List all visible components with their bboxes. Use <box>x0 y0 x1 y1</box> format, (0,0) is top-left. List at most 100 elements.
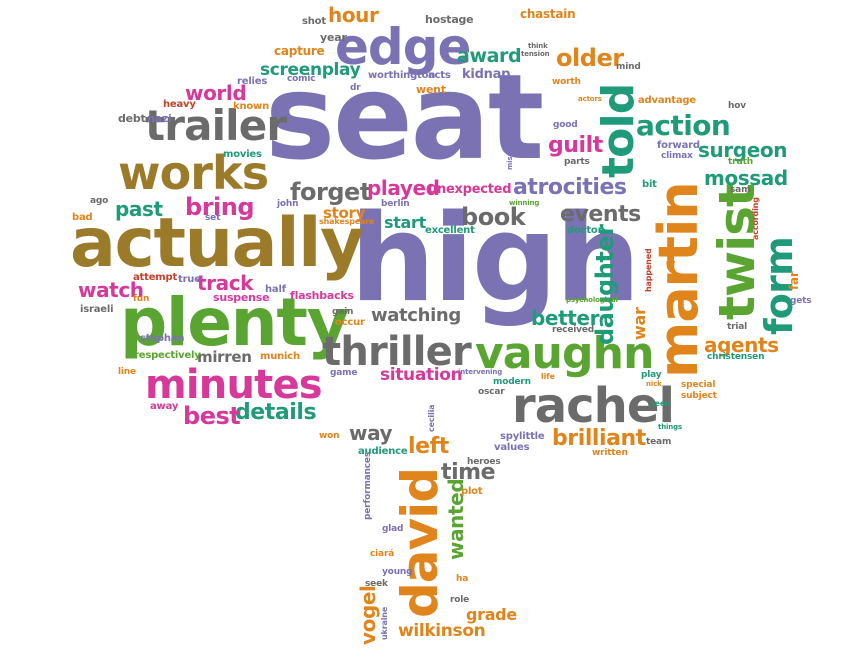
word-vaughn: vaughn <box>475 328 654 379</box>
word-mission: mission <box>506 140 514 170</box>
word-award: award <box>457 45 522 67</box>
word-edge: edge <box>335 18 471 76</box>
word-plenty: plenty <box>120 284 350 361</box>
word-values: values <box>494 442 530 453</box>
word-wilkinson: wilkinson <box>398 621 486 641</box>
word-tension: tension <box>521 50 550 58</box>
word-intervening: intervening <box>458 368 503 376</box>
word-time: time <box>441 460 496 485</box>
word-gain: gain <box>332 307 354 317</box>
word-think: think <box>528 42 548 50</box>
word-seen: seen <box>650 399 671 408</box>
word-far: far <box>787 271 801 290</box>
word-bit: bit <box>642 179 657 190</box>
word-gets: gets <box>790 296 812 306</box>
word-set: set <box>205 213 221 223</box>
word-suspense: suspense <box>213 291 270 304</box>
word-sam: sam <box>730 185 751 195</box>
word-audience: audience <box>358 446 408 457</box>
word-situation: situation <box>380 365 463 385</box>
word-relies: relies <box>237 76 268 87</box>
word-minutes: minutes <box>145 362 323 408</box>
word-action: action <box>636 109 731 142</box>
word-watching: watching <box>371 305 461 326</box>
word-past: past <box>115 197 163 221</box>
word-written: written <box>592 448 628 458</box>
word-according: according <box>751 197 760 240</box>
word-trial: trial <box>727 322 748 332</box>
word-glad: glad <box>382 524 404 534</box>
word-capture: capture <box>274 44 325 58</box>
word-brilliant: brilliant <box>552 426 646 451</box>
word-seat: seat <box>265 48 544 186</box>
word-modern: modern <box>493 377 531 387</box>
word-events: events <box>560 202 641 227</box>
word-atrocities: atrocities <box>513 175 627 200</box>
word-start: start <box>384 213 426 232</box>
word-truth: truth <box>728 157 753 167</box>
word-received: received <box>552 325 595 335</box>
word-occur: occur <box>335 317 365 328</box>
word-story: story <box>323 204 366 222</box>
word-plot: plot <box>461 486 483 497</box>
word-book: book <box>461 203 526 231</box>
word-play: play <box>641 370 662 380</box>
word-unexpected: unexpected <box>428 182 512 197</box>
word-heroes: heroes <box>467 457 501 467</box>
word-screenplay: screenplay <box>260 60 361 80</box>
word-oscar: oscar <box>478 387 505 397</box>
word-stephan: stephan <box>140 333 185 344</box>
word-high: high <box>350 190 641 329</box>
word-mind: mind <box>616 62 641 72</box>
word-track: track <box>197 271 254 295</box>
word-grade: grade <box>466 605 517 624</box>
word-hov: hov <box>728 101 746 111</box>
word-worth: worth <box>552 77 581 87</box>
word-acts: acts <box>428 70 451 81</box>
word-worthington: worthington <box>368 70 436 81</box>
word-thriller: thriller <box>322 329 472 375</box>
word-vogel: vogel <box>356 585 380 645</box>
word-war: war <box>630 307 649 340</box>
word-happened: happened <box>644 248 653 292</box>
word-kidnap: kidnap <box>462 67 511 82</box>
word-fun: fun <box>133 294 150 304</box>
word-advantage: advantage <box>638 95 696 106</box>
word-excellent: excellent <box>425 225 475 236</box>
word-comic: comic <box>287 74 316 84</box>
word-movies: movies <box>223 149 262 160</box>
word-parts: parts <box>564 157 590 167</box>
word-cecilia: cecilia <box>427 404 436 432</box>
word-forward: forward <box>657 140 700 151</box>
word-details: details <box>235 400 317 425</box>
word-dr: dr <box>350 83 361 93</box>
word-munich: munich <box>260 351 300 362</box>
word-performances: performances <box>363 451 373 520</box>
word-left: left <box>408 434 449 459</box>
word-played: played <box>367 176 440 200</box>
word-nick: nick <box>646 380 662 388</box>
word-israeli: israeli <box>80 304 114 315</box>
word-team: team <box>646 437 672 447</box>
word-special: special <box>681 380 716 390</box>
word-hour: hour <box>328 3 379 27</box>
word-true: true <box>178 274 201 285</box>
word-winning: winning <box>509 199 540 207</box>
word-watch: watch <box>78 278 144 302</box>
word-trailer: trailer <box>145 101 287 150</box>
word-berlin: berlin <box>381 199 410 209</box>
word-rachel: rachel <box>512 378 675 434</box>
word-world: world <box>185 81 247 105</box>
word-subject: subject <box>681 391 717 401</box>
word-life: life <box>541 372 555 381</box>
word-guilt: guilt <box>548 133 603 158</box>
word-way: way <box>349 421 393 445</box>
word-shot: shot <box>302 16 326 27</box>
word-ciara: ciará <box>370 549 395 559</box>
word-better: better <box>531 306 600 330</box>
word-actors: actors <box>578 95 602 103</box>
word-line: line <box>118 367 136 377</box>
word-things: things <box>658 423 683 431</box>
word-game: game <box>330 368 358 378</box>
word-forget: forget <box>290 178 371 206</box>
